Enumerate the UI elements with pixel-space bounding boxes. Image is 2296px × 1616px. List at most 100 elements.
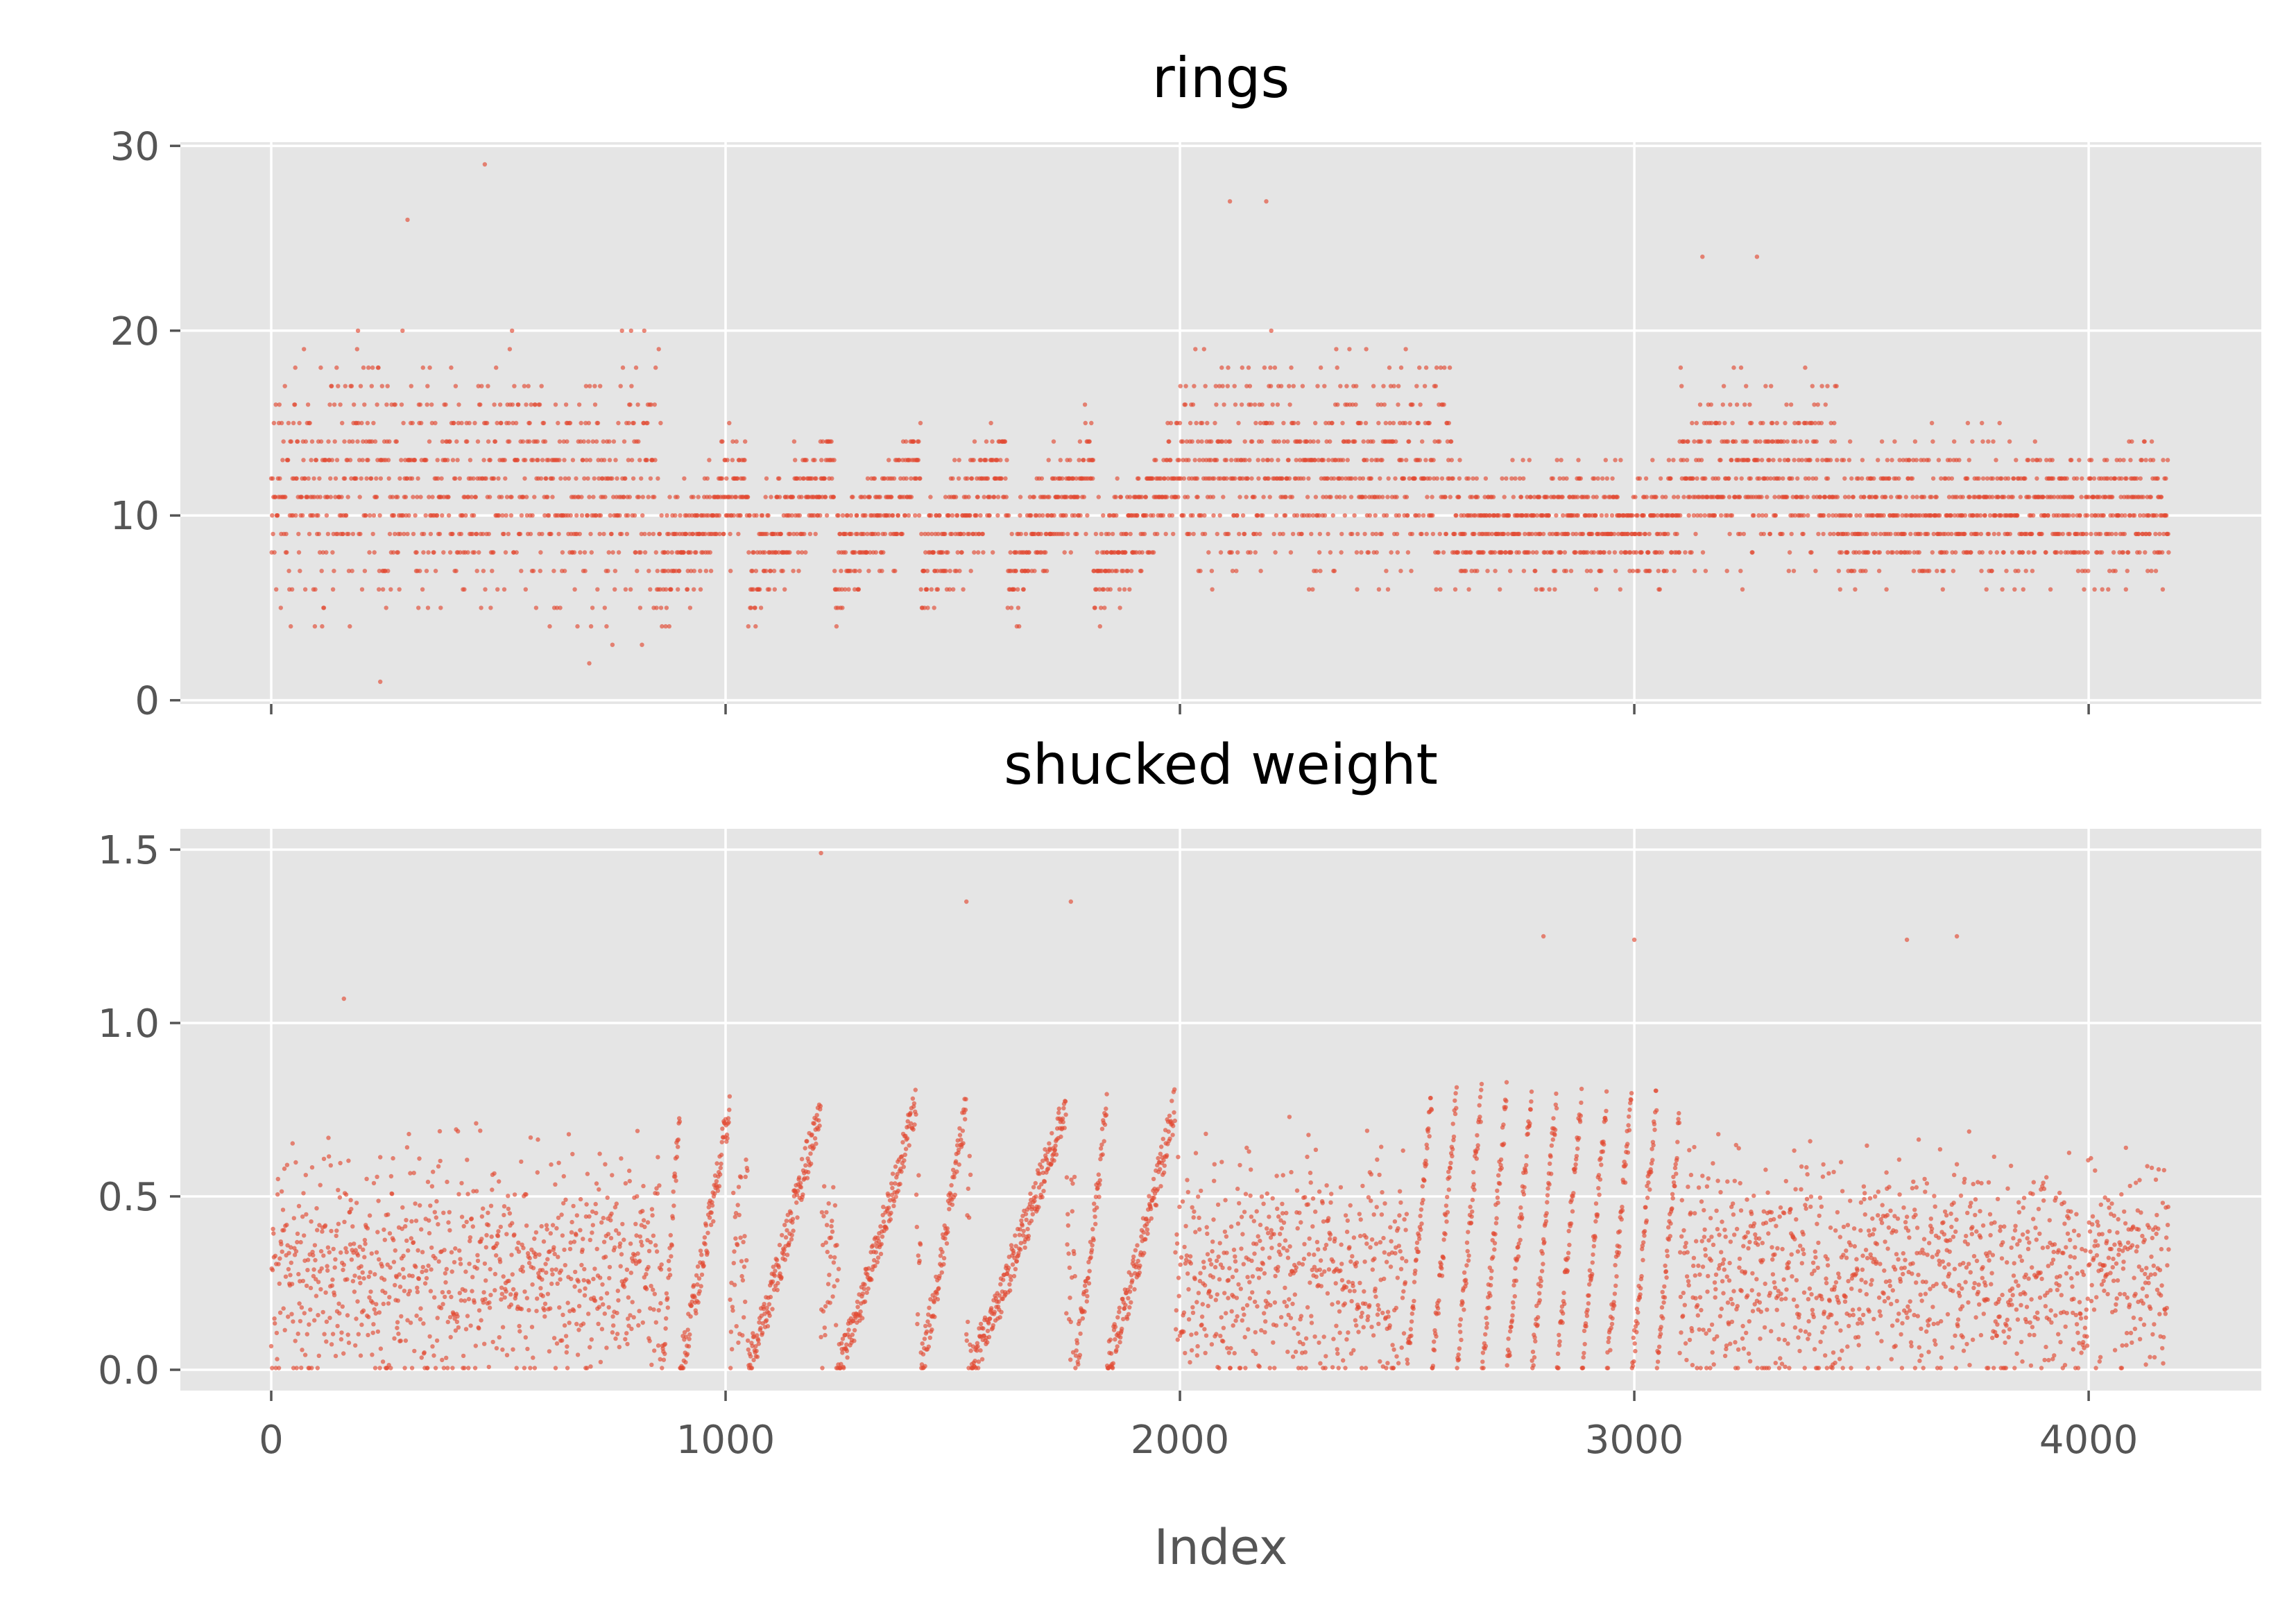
data-point — [1721, 495, 1726, 499]
data-point — [390, 1192, 395, 1196]
data-point — [592, 1298, 598, 1303]
data-point — [1937, 513, 1942, 518]
data-point — [2010, 495, 2015, 499]
data-point — [717, 531, 722, 537]
data-point — [2071, 513, 2075, 518]
data-point — [350, 439, 355, 444]
data-point — [314, 1206, 319, 1211]
data-point — [502, 458, 507, 463]
data-point — [1675, 495, 1681, 499]
data-point — [2089, 458, 2094, 463]
data-point — [375, 402, 379, 407]
data-point — [574, 476, 579, 481]
data-point — [479, 1237, 484, 1241]
data-point — [891, 476, 897, 481]
data-point — [1926, 531, 1930, 537]
data-point — [610, 642, 615, 647]
data-point — [2089, 531, 2093, 537]
data-point — [1405, 513, 1410, 518]
data-point — [366, 1274, 371, 1280]
data-point — [397, 1272, 402, 1277]
data-point — [436, 1222, 440, 1227]
data-point — [1638, 531, 1643, 537]
data-point — [1908, 531, 1913, 537]
data-point — [1889, 495, 1894, 499]
data-point — [1313, 495, 1319, 499]
data-point — [572, 1308, 576, 1314]
data-point — [1330, 420, 1335, 426]
data-point — [707, 458, 712, 463]
data-point — [665, 513, 669, 518]
data-point — [865, 531, 870, 537]
data-point — [829, 439, 834, 444]
data-point — [571, 1203, 576, 1209]
data-point — [289, 439, 293, 444]
data-point — [1674, 531, 1679, 537]
data-point — [601, 1216, 606, 1221]
data-point — [2110, 495, 2115, 499]
data-point — [1655, 513, 1660, 518]
data-point — [1910, 495, 1915, 499]
data-point — [335, 1323, 340, 1329]
data-point — [358, 1353, 363, 1358]
data-point — [583, 420, 588, 426]
data-point — [527, 1255, 532, 1261]
data-point — [1083, 420, 1088, 426]
data-point — [376, 1198, 381, 1203]
data-point — [2023, 476, 2028, 481]
data-point — [474, 1121, 479, 1126]
data-point — [1090, 476, 1095, 481]
data-point — [1102, 605, 1107, 610]
data-point — [588, 531, 593, 537]
data-point — [481, 569, 486, 574]
data-point — [867, 495, 872, 499]
data-point — [929, 531, 934, 537]
data-point — [488, 1266, 492, 1272]
data-point — [427, 1230, 432, 1236]
data-point — [329, 458, 334, 463]
data-point — [1443, 531, 1449, 537]
data-point — [524, 1296, 529, 1300]
data-point — [1281, 439, 1287, 444]
data-point — [1907, 550, 1912, 555]
data-point — [370, 439, 375, 444]
data-point — [443, 1271, 448, 1276]
data-point — [796, 569, 801, 574]
data-point — [523, 587, 528, 592]
data-point — [320, 550, 325, 555]
data-point — [1209, 439, 1214, 444]
data-point — [1630, 513, 1635, 518]
data-point — [1063, 513, 1068, 518]
data-point — [1951, 569, 1956, 574]
data-point — [1994, 458, 1998, 463]
data-point — [556, 1160, 561, 1165]
data-point — [600, 476, 605, 481]
data-point — [380, 1359, 386, 1364]
data-point — [1163, 531, 1168, 537]
data-point — [399, 1314, 404, 1319]
data-point — [658, 587, 662, 592]
data-point — [320, 1229, 325, 1234]
data-point — [415, 1248, 420, 1253]
data-point — [308, 1307, 313, 1312]
data-point — [538, 476, 544, 481]
data-point — [522, 1289, 527, 1294]
data-point — [1876, 569, 1882, 574]
data-point — [2114, 531, 2118, 537]
data-point — [1342, 513, 1348, 518]
data-point — [334, 365, 339, 370]
data-point — [409, 384, 413, 388]
data-point — [657, 531, 662, 537]
data-point — [553, 402, 558, 407]
data-point — [1360, 476, 1366, 481]
data-point — [1991, 531, 1996, 537]
data-point — [1630, 569, 1636, 574]
data-point — [950, 476, 955, 481]
data-point — [1276, 458, 1280, 463]
data-point — [372, 1272, 377, 1277]
data-point — [595, 587, 600, 592]
data-point — [1326, 458, 1331, 463]
data-point — [1376, 587, 1382, 592]
data-point — [1763, 384, 1768, 388]
